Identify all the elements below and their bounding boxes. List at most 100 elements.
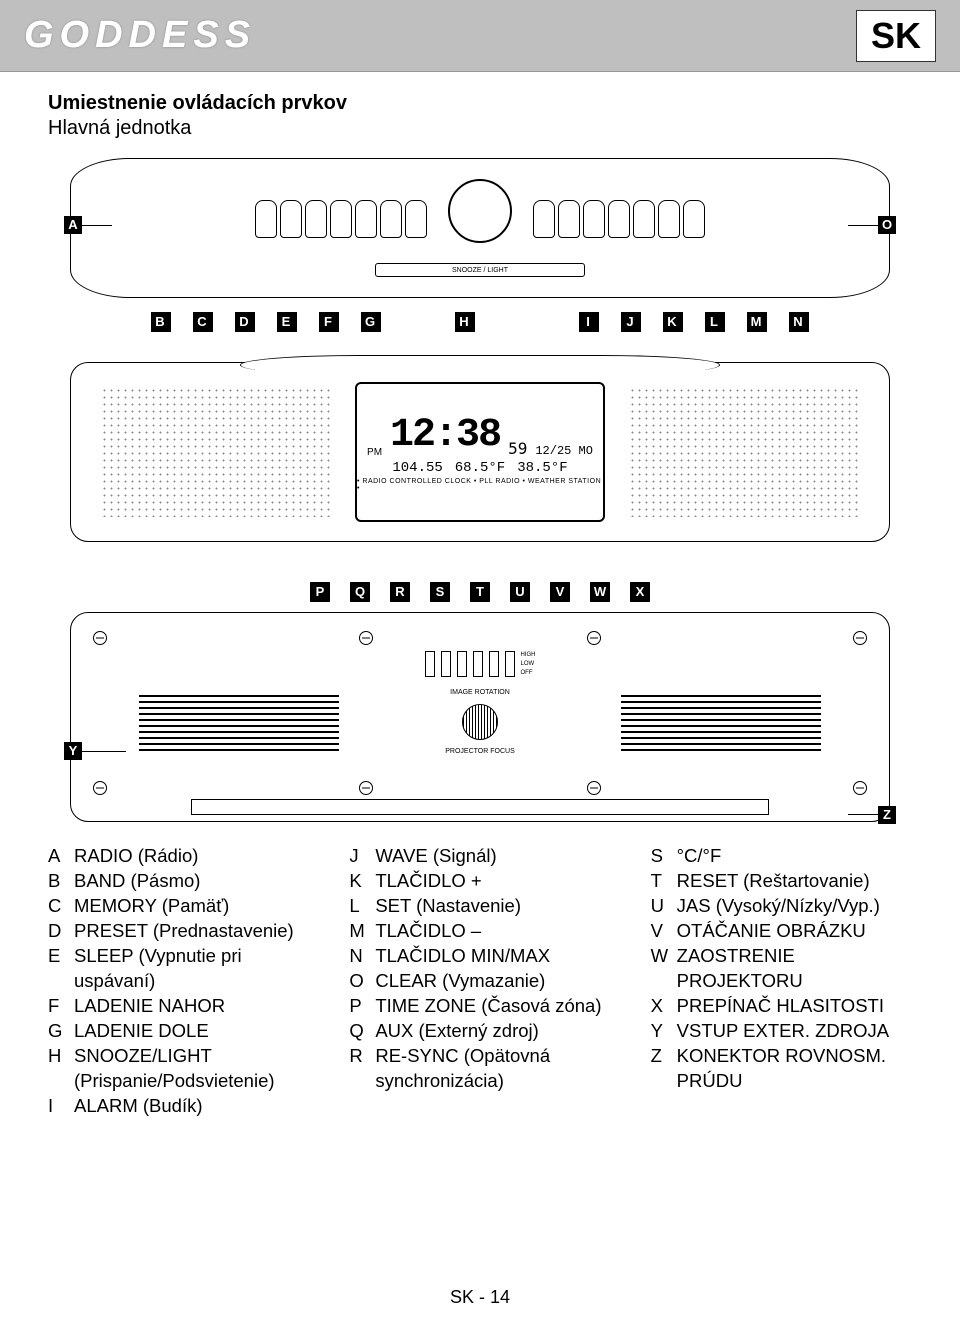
legend-key: W bbox=[651, 944, 677, 994]
callout-g: G bbox=[361, 312, 381, 332]
legend-key: E bbox=[48, 944, 74, 994]
legend-key: C bbox=[48, 894, 74, 919]
back-switch bbox=[505, 651, 515, 677]
legend-row: FLADENIE NAHOR bbox=[48, 994, 309, 1019]
legend-value: TLAČIDLO + bbox=[375, 869, 610, 894]
callout-n: N bbox=[789, 312, 809, 332]
snooze-light-bar: SNOOZE / LIGHT bbox=[375, 263, 585, 277]
legend-row: HSNOOZE/LIGHT (Prispanie/Podsvietenie) bbox=[48, 1044, 309, 1094]
legend-row: TRESET (Reštartovanie) bbox=[651, 869, 912, 894]
image-rotation-label: IMAGE ROTATION bbox=[380, 689, 580, 696]
callout-s: S bbox=[430, 582, 450, 602]
top-button bbox=[405, 200, 427, 238]
callout-p: P bbox=[310, 582, 330, 602]
top-button bbox=[633, 200, 655, 238]
top-button bbox=[355, 200, 377, 238]
legend-key: O bbox=[349, 969, 375, 994]
legend-value: VSTUP EXTER. ZDROJA bbox=[677, 1019, 912, 1044]
section-title: Umiestnenie ovládacích prvkov bbox=[48, 92, 912, 115]
callout-x: X bbox=[630, 582, 650, 602]
top-view-diagram: SNOOZE / LIGHT A O bbox=[70, 158, 890, 298]
legend-row: MTLAČIDLO – bbox=[349, 919, 610, 944]
lcd-freq: 104.55 bbox=[392, 460, 442, 476]
lcd-time: 12:38 bbox=[390, 413, 500, 458]
lcd-seconds: 59 bbox=[508, 439, 527, 458]
speaker-left bbox=[101, 387, 331, 517]
top-button bbox=[305, 200, 327, 238]
legend-key: N bbox=[349, 944, 375, 969]
legend-key: B bbox=[48, 869, 74, 894]
legend-key: T bbox=[651, 869, 677, 894]
legend-value: RE-SYNC (Opätovná synchronizácia) bbox=[375, 1044, 610, 1094]
vent-right bbox=[621, 667, 821, 779]
back-switch bbox=[489, 651, 499, 677]
callout-c: C bbox=[193, 312, 213, 332]
legend-key: K bbox=[349, 869, 375, 894]
legend-value: AUX (Externý zdroj) bbox=[375, 1019, 610, 1044]
legend-row: ZKONEKTOR ROVNOSM. PRÚDU bbox=[651, 1044, 912, 1094]
legend-key: Y bbox=[651, 1019, 677, 1044]
section-subtitle: Hlavná jednotka bbox=[48, 117, 912, 140]
top-button-strip bbox=[111, 197, 849, 241]
legend-row: ESLEEP (Vypnutie pri uspávaní) bbox=[48, 944, 309, 994]
legend-value: PREPÍNAČ HLASITOSTI bbox=[677, 994, 912, 1019]
legend-row: UJAS (Vysoký/Nízky/Vyp.) bbox=[651, 894, 912, 919]
page-content: Umiestnenie ovládacích prvkov Hlavná jed… bbox=[0, 72, 960, 1119]
callout-y: Y bbox=[64, 742, 82, 760]
callout-v: V bbox=[550, 582, 570, 602]
legend-key: S bbox=[651, 844, 677, 869]
callout-o: O bbox=[878, 216, 896, 234]
top-button bbox=[255, 200, 277, 238]
legend-row: GLADENIE DOLE bbox=[48, 1019, 309, 1044]
legend-value: TIME ZONE (Časová zóna) bbox=[375, 994, 610, 1019]
rotation-knob bbox=[462, 704, 498, 740]
top-button bbox=[380, 200, 402, 238]
callout-i: I bbox=[579, 312, 599, 332]
legend-key: D bbox=[48, 919, 74, 944]
legend-row: IALARM (Budík) bbox=[48, 1094, 309, 1119]
callout-r: R bbox=[390, 582, 410, 602]
top-button bbox=[558, 200, 580, 238]
callout-a: A bbox=[64, 216, 82, 234]
legend-row: CMEMORY (Pamäť) bbox=[48, 894, 309, 919]
legend-key: Q bbox=[349, 1019, 375, 1044]
legend-col-1: ARADIO (Rádio)BBAND (Pásmo)CMEMORY (Pamä… bbox=[48, 844, 309, 1119]
back-view-diagram: HIGH LOW OFF IMAGE ROTATION PROJECTOR FO… bbox=[70, 612, 890, 822]
top-button bbox=[683, 200, 705, 238]
legend-value: MEMORY (Pamäť) bbox=[74, 894, 309, 919]
lcd-date: 12/25 MO bbox=[535, 444, 593, 458]
lcd-temp-in: 68.5°F bbox=[455, 460, 505, 476]
legend-value: WAVE (Signál) bbox=[375, 844, 610, 869]
legend-columns: ARADIO (Rádio)BBAND (Pásmo)CMEMORY (Pamä… bbox=[48, 832, 912, 1119]
callout-q: Q bbox=[350, 582, 370, 602]
back-switch bbox=[441, 651, 451, 677]
legend-row: KTLAČIDLO + bbox=[349, 869, 610, 894]
legend-row: LSET (Nastavenie) bbox=[349, 894, 610, 919]
legend-value: RADIO (Rádio) bbox=[74, 844, 309, 869]
callout-e: E bbox=[277, 312, 297, 332]
front-view-diagram: PM 12:38 59 12/25 MO 104.55 68.5°F 38.5°… bbox=[70, 362, 890, 542]
legend-key: X bbox=[651, 994, 677, 1019]
legend-row: XPREPÍNAČ HLASITOSTI bbox=[651, 994, 912, 1019]
legend-key: V bbox=[651, 919, 677, 944]
legend-value: °C/°F bbox=[677, 844, 912, 869]
top-button bbox=[608, 200, 630, 238]
callout-k: K bbox=[663, 312, 683, 332]
callout-j: J bbox=[621, 312, 641, 332]
top-button bbox=[280, 200, 302, 238]
legend-key: G bbox=[48, 1019, 74, 1044]
projector-focus-label: PROJECTOR FOCUS bbox=[380, 748, 580, 755]
legend-key: J bbox=[349, 844, 375, 869]
lcd-display: PM 12:38 59 12/25 MO 104.55 68.5°F 38.5°… bbox=[355, 382, 605, 522]
legend-row: PTIME ZONE (Časová zóna) bbox=[349, 994, 610, 1019]
legend-row: DPRESET (Prednastavenie) bbox=[48, 919, 309, 944]
back-switch bbox=[457, 651, 467, 677]
vent-left bbox=[139, 667, 339, 779]
legend-row: QAUX (Externý zdroj) bbox=[349, 1019, 610, 1044]
legend-key: U bbox=[651, 894, 677, 919]
lcd-caption: • RADIO CONTROLLED CLOCK • PLL RADIO • W… bbox=[357, 478, 603, 492]
brand-logo: GODDESS bbox=[24, 14, 256, 57]
legend-key: L bbox=[349, 894, 375, 919]
legend-value: JAS (Vysoký/Nízky/Vyp.) bbox=[677, 894, 912, 919]
callout-u: U bbox=[510, 582, 530, 602]
